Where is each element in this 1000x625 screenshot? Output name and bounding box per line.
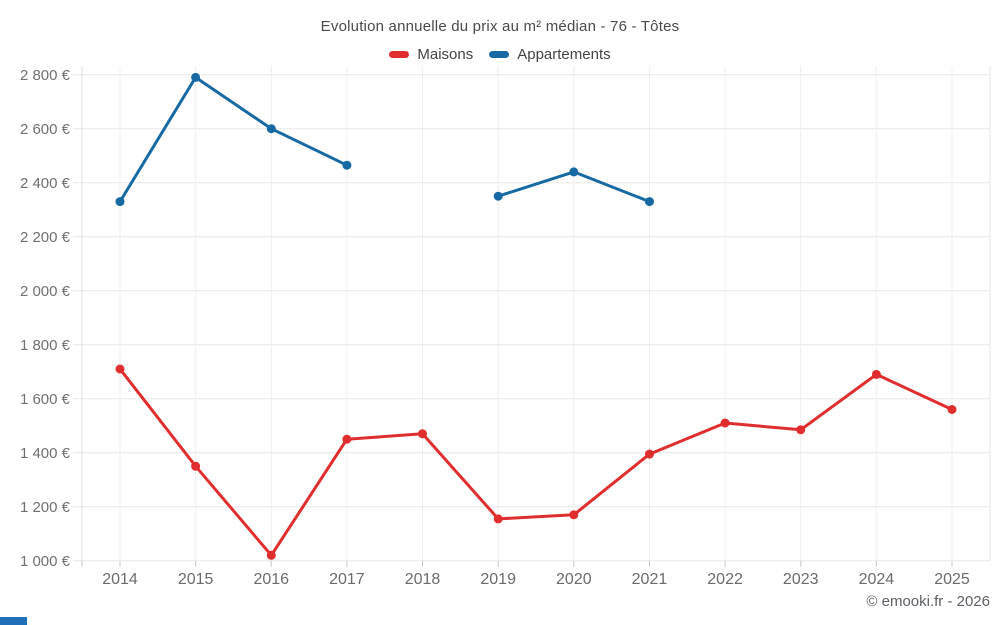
x-tick-label: 2019 <box>480 571 516 588</box>
data-point-maisons-2023 <box>796 425 806 435</box>
series-line-maisons <box>118 367 954 557</box>
y-tick-label: 2 000 € <box>20 283 71 300</box>
data-point-maisons-2021 <box>645 449 654 459</box>
data-point-maisons-2015 <box>191 461 201 471</box>
corner-accent-bar <box>0 617 27 625</box>
y-tick-label: 1 600 € <box>20 391 71 408</box>
data-point-maisons-2025 <box>947 405 957 414</box>
x-tick-label: 2025 <box>934 571 970 588</box>
legend-item-appartements[interactable]: Appartements <box>489 46 611 63</box>
x-tick-label: 2015 <box>178 571 214 588</box>
data-point-maisons-2016 <box>266 550 276 560</box>
data-point-maisons-2018 <box>418 429 427 439</box>
legend-label-appartements: Appartements <box>517 46 611 63</box>
data-point-appartements-2015 <box>191 72 201 82</box>
data-point-maisons-2019 <box>493 514 503 524</box>
data-point-appartements-2020 <box>569 167 579 177</box>
legend-label-maisons: Maisons <box>417 46 474 63</box>
y-tick-label: 2 800 € <box>20 67 71 84</box>
data-point-appartements-2016 <box>266 124 276 134</box>
x-tick-label: 2023 <box>783 571 819 588</box>
y-tick-label: 1 400 € <box>20 445 71 462</box>
x-tick-label: 2018 <box>405 571 441 588</box>
data-point-appartements-2019 <box>493 191 503 201</box>
copyright-footer: © emooki.fr - 2026 <box>866 593 990 610</box>
y-tick-label: 1 200 € <box>20 499 71 516</box>
x-tick-label: 2020 <box>556 571 592 588</box>
y-tick-label: 2 200 € <box>20 229 71 246</box>
chart-legend: Maisons Appartements <box>0 46 1000 63</box>
x-tick-label: 2022 <box>707 571 743 588</box>
data-point-maisons-2017 <box>342 434 352 444</box>
data-point-maisons-2024 <box>871 369 881 379</box>
x-tick-label: 2014 <box>102 571 138 588</box>
x-tick-label: 2016 <box>253 571 289 588</box>
data-point-maisons-2022 <box>720 418 730 428</box>
y-tick-label: 1 000 € <box>20 553 71 570</box>
legend-swatch-maisons <box>389 51 410 58</box>
y-tick-label: 2 400 € <box>20 175 71 192</box>
data-point-maisons-2014 <box>115 364 125 374</box>
data-point-appartements-2017 <box>342 160 352 170</box>
chart-title: Evolution annuelle du prix au m² médian … <box>320 18 680 35</box>
x-tick-label: 2017 <box>329 571 365 588</box>
legend-swatch-appartements <box>489 51 510 58</box>
y-tick-label: 2 600 € <box>20 121 71 138</box>
x-tick-label: 2021 <box>632 571 668 588</box>
y-tick-label: 1 800 € <box>20 337 71 354</box>
legend-item-maisons[interactable]: Maisons <box>389 46 473 63</box>
data-point-appartements-2021 <box>645 197 654 207</box>
x-tick-label: 2024 <box>859 571 895 588</box>
data-point-maisons-2020 <box>569 510 579 520</box>
data-point-appartements-2014 <box>115 197 125 207</box>
